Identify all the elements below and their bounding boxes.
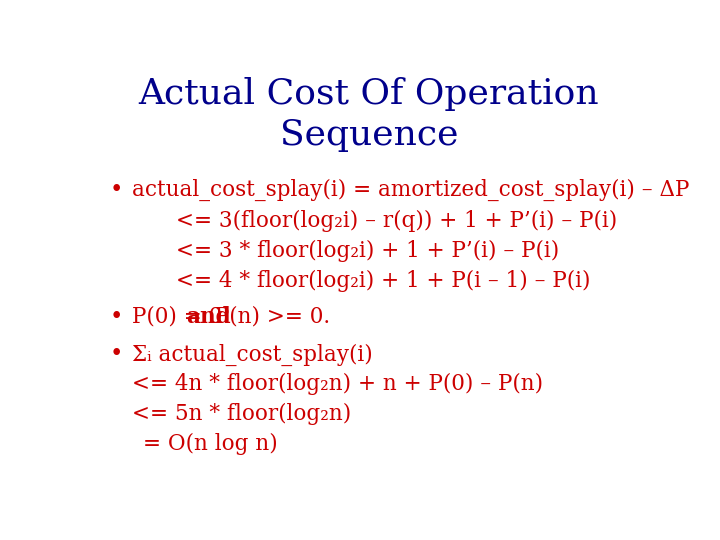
Text: <= 3(floor(log₂i) – r(q)) + 1 + P’(i) – P(i): <= 3(floor(log₂i) – r(q)) + 1 + P’(i) – …: [176, 210, 618, 232]
Text: •: •: [109, 306, 123, 328]
Text: <= 4n * floor(log₂n) + n + P(0) – P(n): <= 4n * floor(log₂n) + n + P(0) – P(n): [132, 373, 543, 395]
Text: <= 5n * floor(log₂n): <= 5n * floor(log₂n): [132, 403, 351, 426]
Text: Actual Cost Of Operation
Sequence: Actual Cost Of Operation Sequence: [139, 77, 599, 152]
Text: P(0) = 0: P(0) = 0: [132, 306, 229, 328]
Text: •: •: [109, 179, 123, 201]
Text: •: •: [109, 343, 123, 366]
Text: = O(n log n): = O(n log n): [143, 433, 278, 455]
Text: Σᵢ actual_cost_splay(i): Σᵢ actual_cost_splay(i): [132, 343, 373, 366]
Text: actual_cost_splay(i) = amortized_cost_splay(i) – ΔP: actual_cost_splay(i) = amortized_cost_sp…: [132, 179, 689, 201]
Text: <= 3 * floor(log₂i) + 1 + P’(i) – P(i): <= 3 * floor(log₂i) + 1 + P’(i) – P(i): [176, 240, 559, 262]
Text: P(n) >= 0.: P(n) >= 0.: [208, 306, 330, 328]
Text: and: and: [186, 306, 231, 328]
Text: <= 4 * floor(log₂i) + 1 + P(i – 1) – P(i): <= 4 * floor(log₂i) + 1 + P(i – 1) – P(i…: [176, 270, 591, 292]
